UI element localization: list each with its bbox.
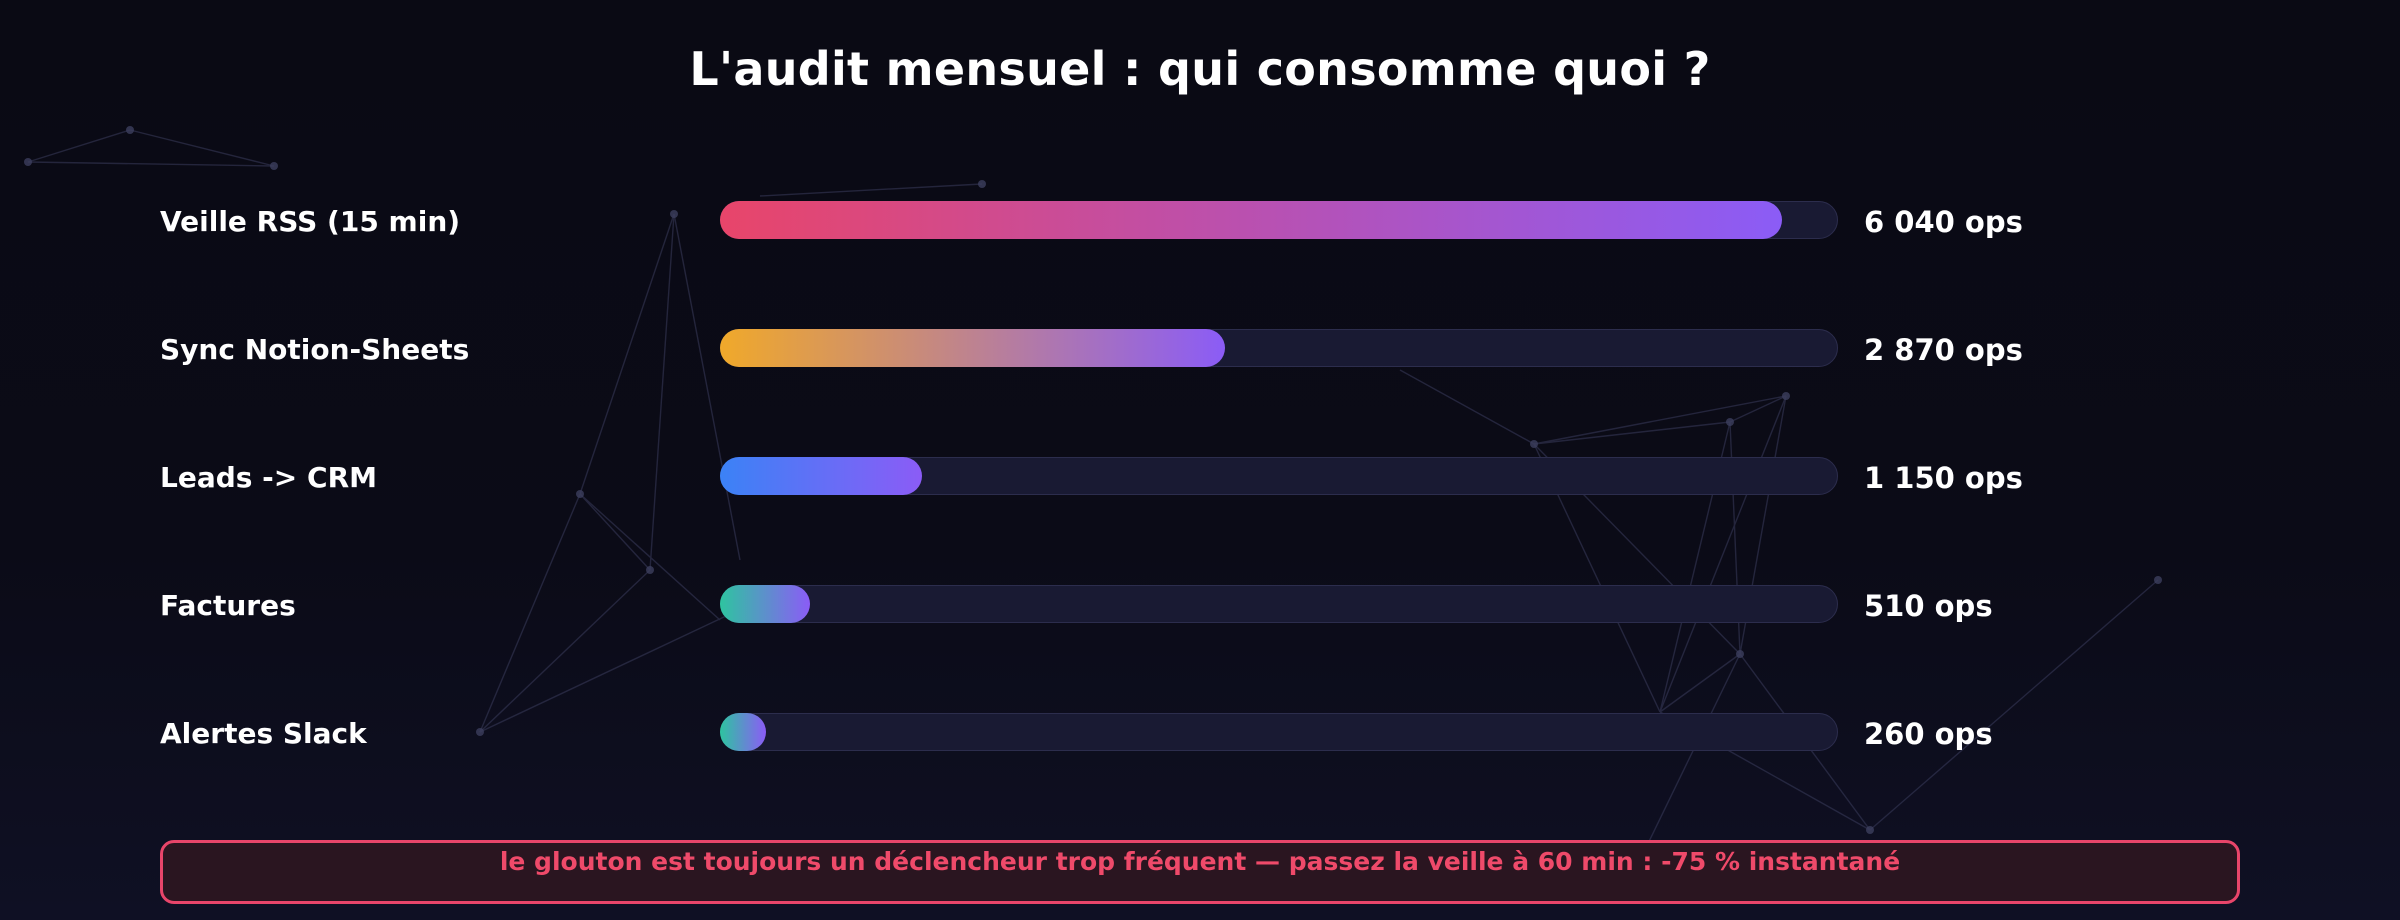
bar <box>720 329 1225 367</box>
chart-title: L'audit mensuel : qui consomme quoi ? <box>689 42 1711 96</box>
bar-track <box>720 585 1838 623</box>
bar-value-label: 2 870 ops <box>1864 333 2023 367</box>
bar-category-label: Leads -> CRM <box>160 461 377 494</box>
bar-value-label: 6 040 ops <box>1864 205 2023 239</box>
bar-category-label: Factures <box>160 589 296 622</box>
bar <box>720 585 810 623</box>
bar-category-label: Sync Notion-Sheets <box>160 333 470 366</box>
bar-row: Factures 510 ops <box>0 585 2400 629</box>
bar-track <box>720 713 1838 751</box>
bar-row: Sync Notion-Sheets 2 870 ops <box>0 329 2400 373</box>
insight-callout-text: le glouton est toujours un déclencheur t… <box>499 847 1901 876</box>
bar <box>720 457 922 495</box>
bar-row: Veille RSS (15 min) 6 040 ops <box>0 201 2400 245</box>
bar-value-label: 1 150 ops <box>1864 461 2023 495</box>
insight-callout: le glouton est toujours un déclencheur t… <box>160 840 2240 904</box>
bar-category-label: Veille RSS (15 min) <box>160 205 461 238</box>
bar-value-label: 260 ops <box>1864 717 1993 751</box>
bar-row: Leads -> CRM 1 150 ops <box>0 457 2400 501</box>
bar <box>720 713 766 751</box>
bar-row: Alertes Slack 260 ops <box>0 713 2400 757</box>
bar-value-label: 510 ops <box>1864 589 1993 623</box>
bar <box>720 201 1782 239</box>
bar-category-label: Alertes Slack <box>160 717 367 750</box>
